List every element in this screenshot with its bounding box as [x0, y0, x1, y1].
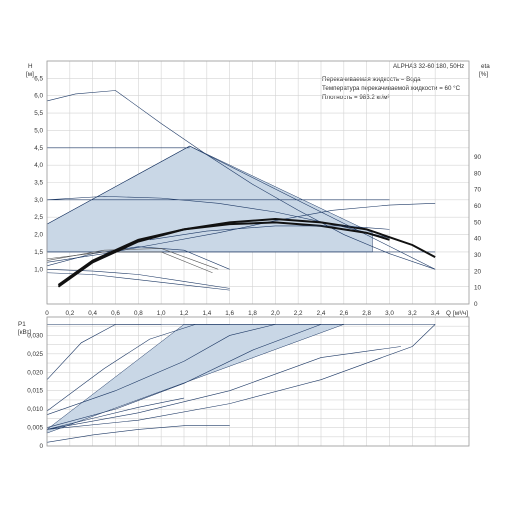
y-tick-label: 0,025 [27, 351, 43, 358]
y-tick-label: 2,5 [34, 214, 43, 221]
y2-tick-label: 90 [474, 154, 482, 161]
series-line [46, 324, 276, 415]
series-line [46, 90, 436, 270]
y2-tick-label: 20 [474, 268, 482, 275]
y-axis-unit-h: [м] [26, 71, 34, 78]
y-tick-label: 0,020 [27, 369, 43, 376]
series-line [46, 425, 230, 443]
series-line [46, 397, 185, 430]
x-tick-label: 0,6 [111, 310, 120, 317]
operating-region [46, 145, 373, 253]
x-tick-label: 3,4 [431, 310, 440, 317]
info-line-3: Плотность = 983.2 кг/м³ [322, 94, 390, 101]
operating-region [46, 324, 344, 434]
x-tick-label: 0,8 [134, 310, 143, 317]
y-tick-label: 5,5 [34, 110, 43, 117]
y2-tick-label: 50 [474, 219, 482, 226]
series-line [46, 251, 213, 274]
x-tick-label: 1,6 [225, 310, 234, 317]
series-line [46, 346, 401, 430]
series-line [46, 324, 436, 430]
x-tick-label: 1,4 [202, 310, 211, 317]
x-tick-label: 3,0 [385, 310, 394, 317]
y2-tick-label: 80 [474, 170, 482, 177]
x-tick-label: 2,2 [294, 310, 303, 317]
y-tick-label: 3,5 [34, 180, 43, 187]
y-axis-label-h: H [28, 63, 33, 70]
y-tick-label: 0,015 [27, 388, 43, 395]
x-tick-label: 1,2 [180, 310, 189, 317]
y-tick-label: 5,0 [34, 127, 43, 134]
x-tick-label: 1,8 [248, 310, 257, 317]
x-tick-label: 2,0 [271, 310, 280, 317]
x-tick-label: 2,4 [317, 310, 326, 317]
head-efficiency-chart: H [м] eta [%] Q [м³/ч] ALPHA3 32-60 180,… [26, 60, 490, 317]
y-tick-label: 3,0 [34, 197, 43, 204]
y2-tick-label: 0 [474, 301, 478, 308]
power-chart: P1 [кВт] 0 0,005 0,010 0,015 0,020 0,025 0,030 [18, 316, 470, 450]
y-tick-label: 1,0 [34, 266, 43, 273]
info-line-2: Температура перекачиваемой жидкости = 60… [322, 85, 461, 92]
y-tick-label: 4,0 [34, 162, 43, 169]
x-tick-label: 0,2 [65, 310, 74, 317]
x-tick-label: 0 [45, 310, 49, 317]
y-tick-label: 6,0 [34, 93, 43, 100]
x-tick-label: 0,4 [88, 310, 97, 317]
y-tick-label: 0 [39, 443, 43, 450]
y-tick-label: 0,005 [27, 425, 43, 432]
x-tick-label: 1,0 [157, 310, 166, 317]
chart-title: ALPHA3 32-60 180, 50Hz [393, 63, 464, 70]
series-line [57, 221, 390, 286]
x-axis-unit-q: [м³/ч] [453, 310, 468, 317]
y-axis-label-p1: P1 [18, 321, 26, 328]
y-tick-label: 4,5 [34, 145, 43, 152]
series-line [149, 225, 390, 241]
y-tick-label: 1,5 [34, 249, 43, 256]
x-tick-label: 3,2 [408, 310, 417, 317]
plot-frame [46, 60, 470, 305]
x-tick-label: 2,8 [362, 310, 371, 317]
y-axis-unit-p1: [кВт] [18, 329, 31, 336]
y2-tick-label: 10 [474, 285, 482, 292]
y2-tick-label: 30 [474, 252, 482, 259]
x-tick-label: 2,6 [339, 310, 348, 317]
y2-axis-label-eta: eta [481, 63, 490, 70]
y2-tick-label: 40 [474, 236, 482, 243]
x-axis-label-q: Q [446, 310, 451, 317]
y2-tick-label: 70 [474, 187, 482, 194]
y-tick-label: 0,030 [27, 332, 43, 339]
info-line-1: Перекачиваемая жидкость = Вода [322, 76, 421, 83]
y-tick-label: 2,0 [34, 232, 43, 239]
y2-tick-label: 60 [474, 203, 482, 210]
series-line [57, 217, 436, 288]
plot-frame [46, 316, 470, 447]
series-line [46, 324, 322, 428]
y2-axis-unit-eta: [%] [479, 71, 488, 78]
series-line [46, 246, 230, 270]
y-tick-label: 0,010 [27, 406, 43, 413]
y-tick-label: 6,5 [34, 75, 43, 82]
